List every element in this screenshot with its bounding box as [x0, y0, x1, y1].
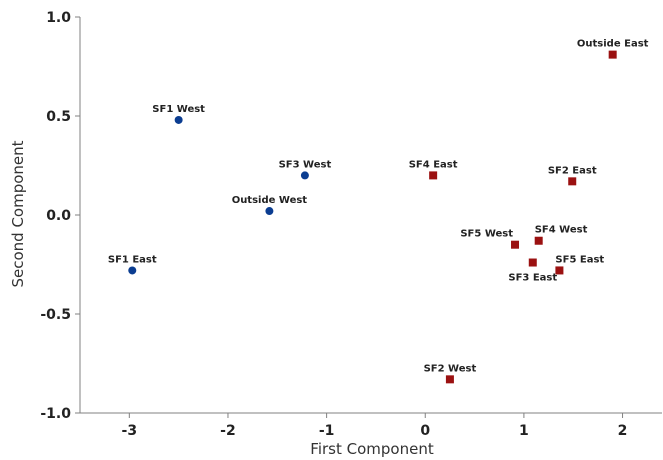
data-point-label: SF2 West: [424, 363, 477, 374]
data-point-square: [511, 240, 520, 249]
data-point-circle: [300, 171, 309, 180]
data-point-label: SF3 West: [279, 159, 332, 170]
data-point-circle: [174, 115, 183, 124]
data-point-square: [445, 375, 454, 384]
y-tick-label: 0.5: [46, 109, 71, 125]
data-point-square: [568, 177, 577, 186]
data-point-label: SF5 West: [460, 229, 513, 240]
x-tick-label: 2: [618, 423, 628, 439]
x-tick-label: 0: [420, 423, 430, 439]
y-tick-label: -0.5: [40, 307, 71, 323]
data-point-label: SF1 East: [108, 254, 157, 265]
data-point-label: Outside West: [232, 195, 308, 206]
data-point-label: SF3 East: [508, 273, 557, 284]
data-point-square: [528, 258, 537, 267]
x-tick-label: -2: [220, 423, 236, 439]
y-tick-label: -1.0: [40, 406, 71, 422]
data-point-square: [534, 236, 543, 245]
y-tick-label: 1.0: [46, 10, 71, 26]
data-point-label: SF4 West: [535, 225, 588, 236]
ticks: -3 -2 -1 0 1 2 -1.0 -0.5 0.0 0.5 1.0: [40, 10, 627, 439]
data-point-circle: [128, 266, 137, 275]
x-tick-label: 1: [519, 423, 529, 439]
axes: [79, 17, 662, 414]
x-tick-label: -3: [122, 423, 138, 439]
data-point-square: [555, 266, 564, 275]
data-point-circle: [265, 207, 274, 216]
data-point-label: SF4 East: [409, 159, 458, 170]
data-point-square: [608, 50, 617, 59]
y-tick-label: 0.0: [46, 208, 71, 224]
data-point-label: SF1 West: [152, 104, 205, 115]
data-point-label: SF2 East: [548, 165, 597, 176]
data-point-label: Outside East: [577, 39, 649, 50]
data-point-label: SF5 East: [555, 254, 604, 265]
x-axis-label: First Component: [310, 440, 434, 458]
y-axis-label: Second Component: [9, 140, 27, 287]
data-points: SF1 West SF3 West Outside West SF1 East Outs…: [108, 39, 649, 384]
data-point-square: [429, 171, 438, 180]
x-tick-label: -1: [319, 423, 335, 439]
